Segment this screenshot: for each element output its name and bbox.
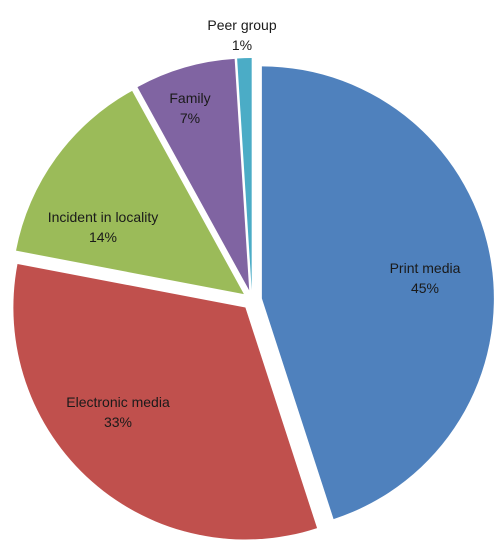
labels-layer: Print media 45% Electronic media 33% Inciden… [48, 17, 461, 430]
slice-category-label: Family [169, 90, 210, 106]
slice-percent-label: 1% [232, 37, 252, 53]
data-label-peer-group: Peer group 1% [207, 17, 276, 53]
data-label-family: Family 7% [169, 90, 210, 126]
pie-slice-peer-group [237, 58, 252, 291]
slice-percent-label: 33% [104, 414, 132, 430]
slice-percent-label: 14% [89, 229, 117, 245]
data-label-incident-in-locality: Incident in locality 14% [48, 209, 159, 245]
data-label-print-media: Print media 45% [390, 260, 461, 296]
slices-layer [13, 58, 494, 540]
slice-category-label: Print media [390, 260, 461, 276]
pie-slice-electronic-media [13, 264, 318, 540]
slice-category-label: Electronic media [66, 394, 170, 410]
slice-percent-label: 7% [180, 110, 200, 126]
slice-percent-label: 45% [411, 280, 439, 296]
pie-slice-print-media [261, 66, 494, 520]
slice-category-label: Incident in locality [48, 209, 159, 225]
slice-category-label: Peer group [207, 17, 276, 33]
pie-slice-family [137, 58, 250, 291]
pie-slice-incident-in-locality [16, 90, 244, 295]
data-label-electronic-media: Electronic media 33% [66, 394, 170, 430]
